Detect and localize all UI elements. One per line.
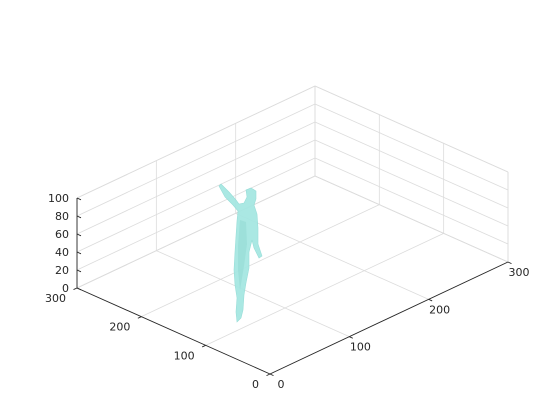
x-tick-label: 200 <box>429 303 450 316</box>
y-tick-mark <box>266 373 271 377</box>
z-tick-label: 80 <box>55 210 69 223</box>
z-tick-mark <box>76 269 82 273</box>
grid-line-y-floor <box>141 204 380 318</box>
grid-line-z-wall <box>314 175 509 263</box>
z-tick-mark <box>76 197 82 201</box>
grid-line-x-floor <box>156 250 350 338</box>
z-tick-label: 60 <box>55 228 69 241</box>
x-tick-mark <box>507 261 512 265</box>
x-tick-label: 300 <box>508 266 529 279</box>
grid-line-z-wall <box>314 157 509 245</box>
x-tick-mark <box>269 373 274 377</box>
z-tick-mark <box>76 287 82 291</box>
y-tick-label: 0 <box>252 378 259 391</box>
z-tick-mark <box>76 215 82 219</box>
grid-line-z-wall <box>314 139 509 227</box>
grid-line-z-wall <box>76 139 316 253</box>
grid-layer <box>76 85 509 375</box>
grid-line-z-wall <box>76 85 316 199</box>
x-tick-mark <box>349 336 354 339</box>
point-cloud-figure <box>218 183 263 323</box>
x-tick-mark <box>428 298 433 302</box>
grid-line-z-wall <box>76 175 316 289</box>
x-tick-label: 0 <box>278 378 285 391</box>
axis-layer <box>73 197 512 377</box>
z-tick-label: 20 <box>55 264 69 277</box>
z-tick-label: 40 <box>55 246 69 259</box>
grid-line-z-wall <box>76 157 316 271</box>
grid-line-x-floor <box>235 212 429 300</box>
y-tick-mark <box>137 316 142 319</box>
z-tick-label: 0 <box>62 282 69 295</box>
y-tick-label: 100 <box>174 349 195 362</box>
z-tick-mark <box>76 251 82 255</box>
y-tick-label: 200 <box>109 321 130 334</box>
y-tick-label: 300 <box>45 292 66 305</box>
grid-line-y-floor <box>205 232 444 346</box>
z-tick-mark <box>76 233 82 237</box>
z-tick-label: 100 <box>48 192 69 205</box>
grid-line-z-wall <box>76 103 316 217</box>
y-axis-line <box>76 287 271 375</box>
figure-shading <box>238 220 247 290</box>
y-tick-mark <box>73 287 78 290</box>
grid-line-z-wall <box>314 85 509 173</box>
y-tick-mark <box>201 344 206 348</box>
x-tick-label: 100 <box>350 341 371 354</box>
x-axis-line <box>269 261 509 375</box>
grid-line-z-wall <box>314 121 509 209</box>
grid-line-z-wall <box>76 121 316 235</box>
grid-line-z-wall <box>314 103 509 191</box>
